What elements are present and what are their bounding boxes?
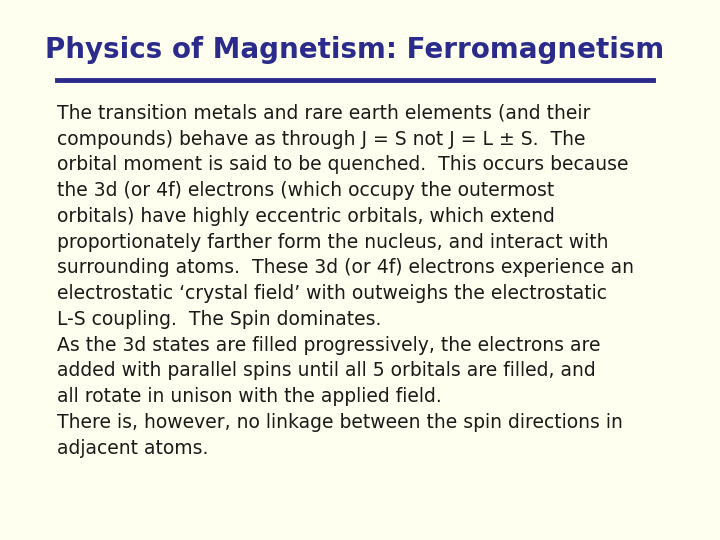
- Text: The transition metals and rare earth elements (and their
compounds) behave as th: The transition metals and rare earth ele…: [57, 104, 634, 457]
- Text: Physics of Magnetism: Ferromagnetism: Physics of Magnetism: Ferromagnetism: [45, 36, 665, 64]
